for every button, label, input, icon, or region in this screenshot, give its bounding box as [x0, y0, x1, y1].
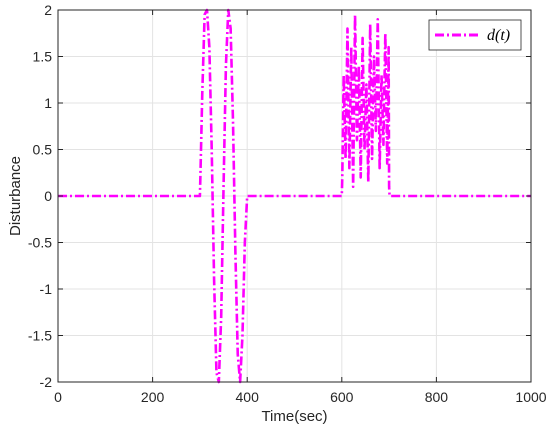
x-tick-label: 800	[425, 389, 449, 405]
x-tick-label: 200	[141, 389, 165, 405]
y-tick-label: 1	[44, 95, 52, 111]
y-tick-label: 2	[44, 2, 52, 18]
legend-label: d(t)	[487, 27, 510, 44]
y-axis-title: Disturbance	[7, 156, 24, 236]
y-tick-label: -0.5	[28, 235, 52, 251]
x-tick-label: 1000	[515, 389, 546, 405]
ticks: 0 200 400 600 800 1000 -2 -1.5 -1 -0.5 0 0.5 1 1.5 2	[28, 2, 547, 405]
y-tick-label: -2	[40, 374, 53, 390]
x-tick-label: 600	[330, 389, 354, 405]
legend: d(t)	[428, 19, 522, 51]
y-tick-label: 0.5	[33, 142, 53, 158]
x-axis-title: Time(sec)	[261, 408, 327, 425]
series-line	[58, 8, 531, 384]
x-tick-label: 0	[54, 389, 62, 405]
y-tick-label: -1	[40, 281, 53, 297]
y-tick-label: -1.5	[28, 328, 52, 344]
y-tick-label: 0	[44, 188, 52, 204]
series-layer	[58, 8, 531, 384]
y-tick-label: 1.5	[33, 49, 53, 65]
x-tick-label: 400	[236, 389, 260, 405]
